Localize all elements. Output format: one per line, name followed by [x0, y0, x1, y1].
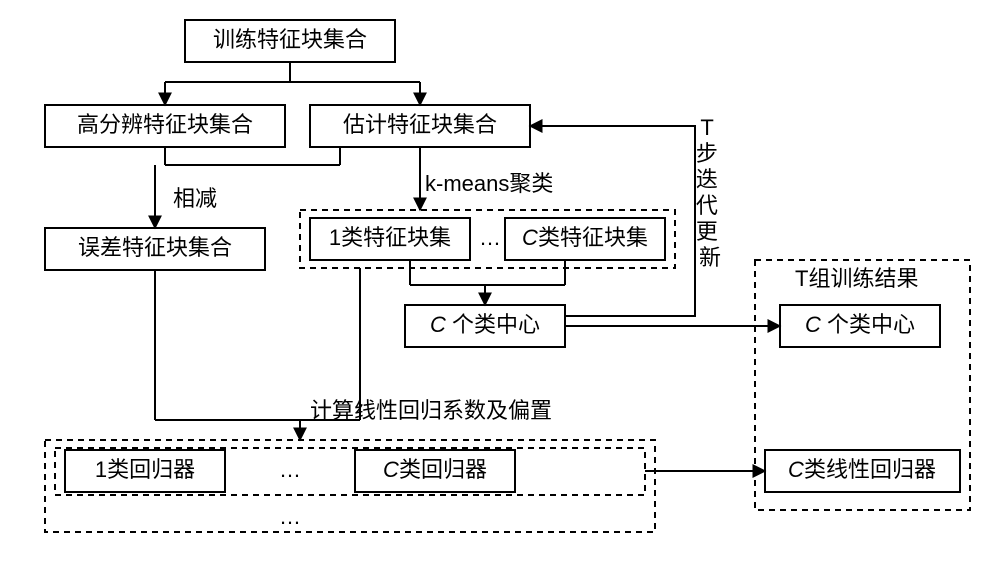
label-out-reg: C类线性回归器 [788, 457, 936, 482]
label-regC: C类回归器 [383, 457, 487, 482]
dots-regressors-outer: … [279, 504, 301, 529]
label-regress: 计算线性回归系数及偏置 [310, 398, 552, 423]
label-subtract: 相减 [173, 186, 217, 211]
dots-regressors-inner: … [279, 457, 301, 482]
label-centers: C 个类中心 [430, 312, 540, 337]
label-hr-set: 高分辨特征块集合 [77, 112, 253, 137]
label-reg1: 1类回归器 [95, 457, 195, 482]
label-out-centers: C 个类中心 [805, 312, 915, 337]
label-class1-set: 1类特征块集 [329, 225, 451, 250]
label-train-set: 训练特征块集合 [213, 27, 367, 52]
label-classC-set: C类特征块集 [522, 225, 648, 250]
label-err-set: 误差特征块集合 [78, 235, 232, 260]
label-kmeans: k-means聚类 [425, 171, 553, 196]
label-results-title: T组训练结果 [795, 266, 918, 291]
label-est-set: 估计特征块集合 [343, 112, 497, 137]
label-T-iter: T 步 迭 代 更 新 [696, 115, 724, 270]
flowchart-canvas: 训练特征块集合 高分辨特征块集合 估计特征块集合 误差特征块集合 1类特征块集 … [0, 0, 1000, 575]
dots-classes: … [479, 225, 501, 250]
